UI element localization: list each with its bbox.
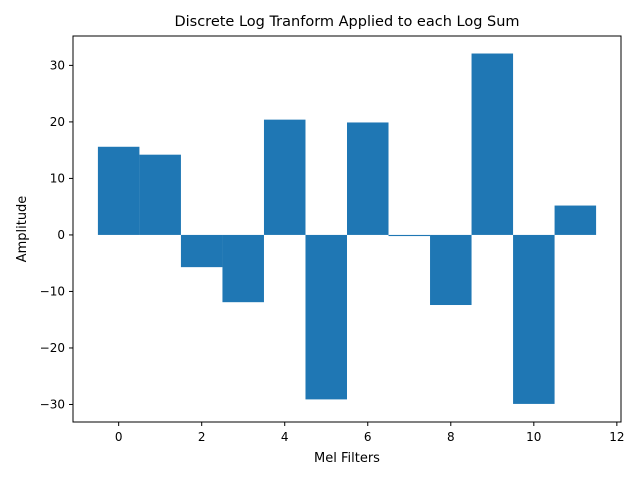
x-tick-label: 0 (115, 430, 123, 444)
bar-9 (471, 53, 514, 235)
x-axis-ticks: 0 2 4 6 8 10 12 (115, 422, 624, 444)
y-axis-ticks: −30 −20 −10 0 10 20 30 (40, 58, 73, 411)
x-tick-label: 8 (447, 430, 455, 444)
y-tick-label: 30 (50, 58, 65, 72)
bar-8 (430, 234, 472, 306)
bars (97, 53, 597, 404)
bar-1 (139, 154, 181, 235)
y-tick-label: 0 (57, 228, 65, 242)
bar-5 (305, 234, 347, 400)
bar-2 (180, 234, 223, 268)
y-tick-label: −30 (40, 397, 65, 411)
x-axis-label: Mel Filters (314, 451, 380, 466)
y-tick-label: −10 (40, 284, 65, 298)
chart-title: Discrete Log Tranform Applied to each Lo… (174, 14, 519, 30)
bar-0 (97, 146, 140, 235)
bar-7 (388, 234, 431, 237)
y-axis-label: Amplitude (15, 196, 30, 263)
y-tick-label: 20 (50, 115, 65, 129)
bar-4 (263, 119, 306, 235)
bar-11 (554, 205, 597, 235)
x-tick-label: 12 (609, 430, 624, 444)
bar-10 (513, 234, 555, 404)
bar-6 (347, 122, 389, 235)
x-tick-label: 4 (281, 430, 289, 444)
x-tick-label: 6 (364, 430, 372, 444)
x-tick-label: 10 (526, 430, 541, 444)
y-tick-label: 10 (50, 171, 65, 185)
plot-frame (72, 35, 622, 423)
bar-3 (222, 234, 264, 303)
y-tick-label: −20 (40, 341, 65, 355)
x-tick-label: 2 (198, 430, 206, 444)
